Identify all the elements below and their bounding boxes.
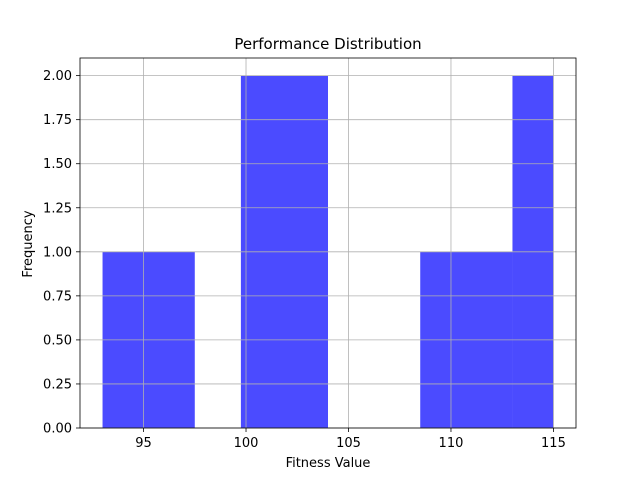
y-axis-label: Frequency [21, 210, 36, 277]
y-tick-label: 2.00 [43, 69, 72, 84]
y-tick-label: 1.00 [43, 245, 72, 260]
y-tick-label: 1.25 [43, 201, 72, 216]
y-tick-label: 0.25 [43, 377, 72, 392]
y-tick-label: 0.75 [43, 289, 72, 304]
y-tick-label: 1.50 [43, 157, 72, 172]
x-tick-label: 110 [439, 436, 464, 451]
x-axis-label: Fitness Value [286, 456, 371, 471]
x-tick-label: 115 [541, 436, 566, 451]
chart-title: Performance Distribution [234, 35, 421, 53]
y-tick-label: 0.00 [43, 422, 72, 437]
y-tick-label: 0.50 [43, 333, 72, 348]
x-tick-label: 100 [234, 436, 259, 451]
x-tick-label: 105 [336, 436, 361, 451]
axes-frame [79, 57, 577, 429]
plot-area: 95 100 105 110 115 0.00 0.25 0.50 0.75 1.00 1.25 1.… [43, 57, 577, 451]
x-tick-label: 95 [135, 436, 152, 451]
y-tick-label: 1.75 [43, 113, 72, 128]
